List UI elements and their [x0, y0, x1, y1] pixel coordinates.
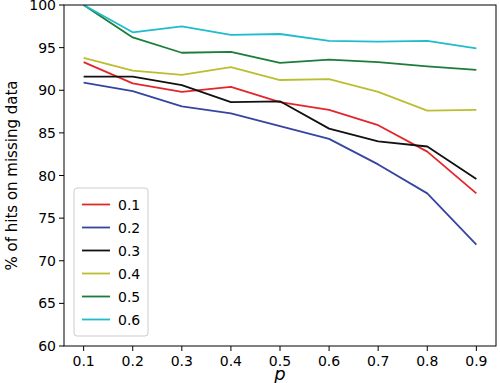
x-tick-label: 0.9 [465, 353, 487, 369]
series-line [84, 5, 477, 48]
x-tick [427, 346, 428, 351]
legend-swatch [82, 250, 110, 252]
y-tick-label: 70 [38, 253, 56, 269]
y-tick-label: 60 [38, 338, 56, 354]
x-tick-label: 0.3 [171, 353, 193, 369]
legend-label: 0.6 [118, 312, 140, 328]
x-tick [476, 346, 477, 351]
x-tick-label: 0.8 [416, 353, 438, 369]
y-tick-label: 95 [38, 40, 56, 56]
legend: 0.1 0.2 0.3 0.4 0.5 0.6 [74, 188, 148, 336]
y-tick [59, 47, 64, 48]
legend-label: 0.3 [118, 243, 140, 259]
x-tick [132, 346, 133, 351]
x-axis-label: p [273, 363, 285, 383]
series-line [84, 62, 477, 193]
y-tick [59, 90, 64, 91]
legend-swatch [82, 227, 110, 229]
legend-swatch [82, 319, 110, 321]
x-tick [329, 346, 330, 351]
y-tick-label: 85 [38, 125, 56, 141]
y-tick-label: 90 [38, 82, 56, 98]
series-line [84, 77, 477, 179]
x-tick-label: 0.1 [73, 353, 95, 369]
x-tick [181, 346, 182, 351]
x-tick [83, 346, 84, 351]
chart: 0.1 0.2 0.3 0.4 0.5 0.6 0.7 0.8 0.9 60 65 70 75 80 85 9… [0, 0, 500, 383]
legend-label: 0.1 [118, 197, 140, 213]
x-tick-label: 0.6 [318, 353, 340, 369]
y-tick [59, 346, 64, 347]
legend-label: 0.2 [118, 220, 140, 236]
legend-swatch [82, 296, 110, 298]
x-tick-label: 0.2 [122, 353, 144, 369]
legend-swatch [82, 273, 110, 275]
x-tick-label: 0.7 [367, 353, 389, 369]
y-tick [59, 303, 64, 304]
legend-swatch [82, 204, 110, 206]
y-tick-label: 65 [38, 295, 56, 311]
y-tick [59, 260, 64, 261]
x-tick [378, 346, 379, 351]
plot-frame [64, 5, 496, 346]
y-tick [59, 5, 64, 6]
y-tick [59, 175, 64, 176]
y-tick [59, 132, 64, 133]
y-tick-label: 80 [38, 168, 56, 184]
y-tick-label: 75 [38, 210, 56, 226]
legend-label: 0.4 [118, 266, 140, 282]
y-tick-label: 100 [29, 0, 56, 13]
y-axis-label: % of hits on missing data [3, 81, 21, 271]
x-tick-label: 0.4 [220, 353, 242, 369]
series-line [84, 5, 477, 70]
x-tick [230, 346, 231, 351]
x-tick [280, 346, 281, 351]
legend-box [74, 188, 148, 336]
legend-label: 0.5 [118, 289, 140, 305]
y-tick [59, 218, 64, 219]
